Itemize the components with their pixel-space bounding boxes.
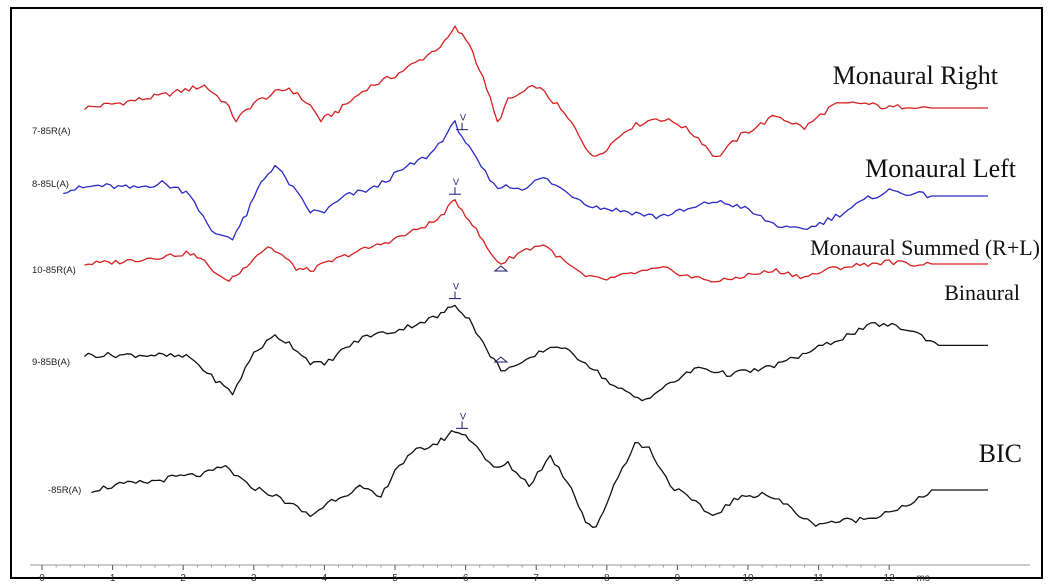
x-tick-label: 7 xyxy=(533,573,539,584)
trace-1 xyxy=(63,120,988,241)
trace-2 xyxy=(84,199,988,283)
x-tick-label: 1 xyxy=(110,573,116,584)
x-tick-label: 6 xyxy=(463,573,469,584)
series-name-2: Monaural Summed (R+L) xyxy=(810,235,1040,260)
peak-marker-label: V xyxy=(460,411,466,421)
x-axis: 0 1 2 3 4 5 6 7 8 9 10 11 12 ms xyxy=(30,564,1030,584)
x-tick-label: 3 xyxy=(251,573,257,584)
peak-marker-label: V xyxy=(453,282,459,292)
x-unit-label: ms xyxy=(917,573,930,584)
x-tick-label: 10 xyxy=(742,573,754,584)
trace-0 xyxy=(83,25,988,158)
chart-frame xyxy=(10,7,1043,579)
trace-labels: 7-85R(A) Monaural Right 8-85L(A) Monaural L… xyxy=(32,61,1040,496)
trace-label-4: -85R(A) xyxy=(48,485,81,496)
series-name-3: Binaural xyxy=(944,280,1020,305)
trace-4 xyxy=(91,430,988,528)
waveform-traces: V V V V xyxy=(63,25,988,528)
trace-label-0: 7-85R(A) xyxy=(32,126,71,137)
series-name-0: Monaural Right xyxy=(833,61,999,90)
trace-3 xyxy=(83,304,988,402)
x-tick-label: 11 xyxy=(813,573,824,584)
trace-label-3: 9-85B(A) xyxy=(32,357,70,368)
peak-marker-label: V xyxy=(460,113,466,123)
x-tick-label: 9 xyxy=(675,573,681,584)
x-tick-label: 0 xyxy=(39,573,45,584)
peak-marker-label: V xyxy=(453,177,459,187)
trough-marker xyxy=(493,356,509,363)
x-tick-label: 12 xyxy=(884,573,896,584)
x-tick-label: 4 xyxy=(322,573,328,584)
series-name-4: BIC xyxy=(979,439,1022,468)
x-tick-label: 5 xyxy=(392,573,398,584)
trough-marker xyxy=(493,265,509,272)
x-tick-label: 2 xyxy=(180,573,186,584)
trace-label-2: 10-85R(A) xyxy=(32,265,76,276)
trace-label-1: 8-85L(A) xyxy=(32,179,69,190)
x-tick-label: 8 xyxy=(604,573,610,584)
series-name-1: Monaural Left xyxy=(865,154,1017,183)
